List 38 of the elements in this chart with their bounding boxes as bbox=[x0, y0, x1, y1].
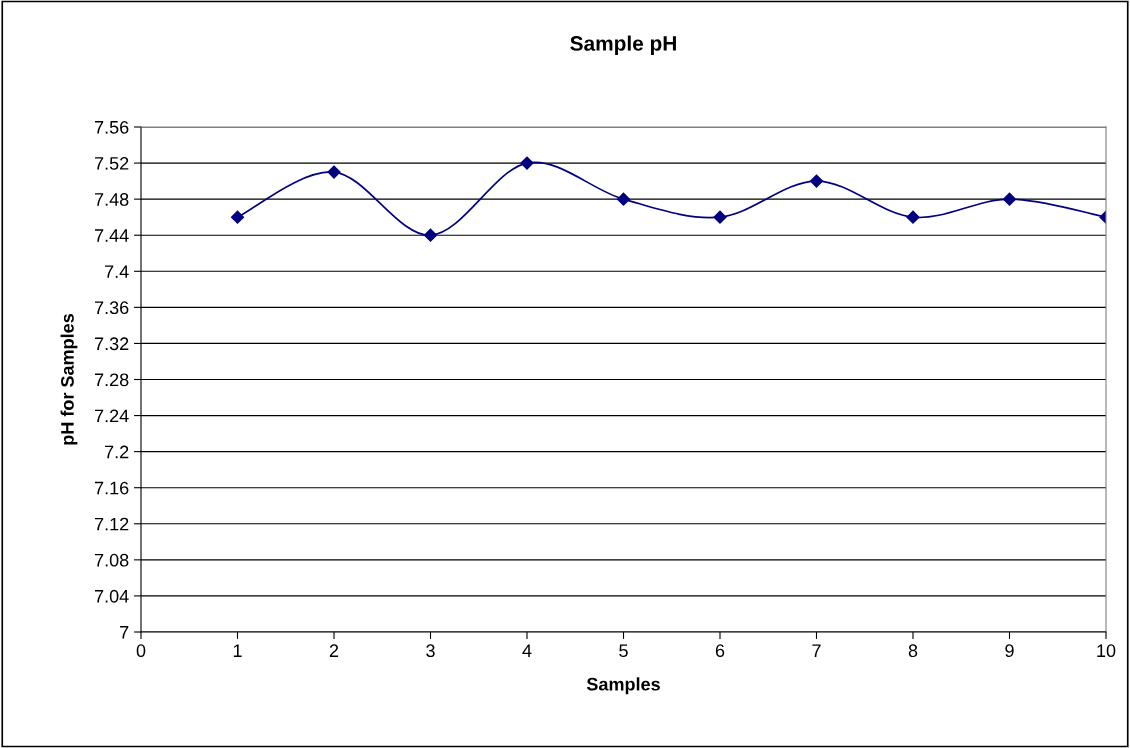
y-tick-label: 7.24 bbox=[94, 409, 129, 423]
y-tick-label: 7 bbox=[120, 626, 129, 639]
x-axis-title: Samples bbox=[586, 677, 660, 695]
y-tick-label: 7.08 bbox=[94, 553, 129, 567]
x-tick-label: 2 bbox=[329, 644, 339, 657]
y-tick-label: 7.04 bbox=[94, 589, 129, 603]
x-tick-label: 9 bbox=[1005, 644, 1014, 658]
x-tick-label: 3 bbox=[426, 644, 435, 658]
chart-title: Sample pH bbox=[570, 35, 676, 55]
point bbox=[713, 210, 727, 224]
y-tick-label: 7.4 bbox=[105, 265, 129, 278]
y-tick-label: 7.52 bbox=[94, 157, 129, 170]
y-tick-label: 7.36 bbox=[94, 301, 129, 315]
point bbox=[327, 165, 341, 179]
y-tick-label: 7.28 bbox=[94, 373, 129, 387]
y-tick-label: 7.2 bbox=[105, 445, 129, 459]
y-tick-label: 7.32 bbox=[94, 337, 129, 351]
y-tick-label: 7.44 bbox=[94, 229, 129, 242]
point bbox=[1002, 192, 1017, 206]
y-tick-label: 7.12 bbox=[94, 517, 129, 531]
point bbox=[809, 174, 824, 188]
y-tick-label: 7.48 bbox=[94, 193, 129, 206]
y-axis-title: pH for Samples bbox=[60, 314, 78, 445]
point bbox=[906, 210, 920, 224]
x-tick-label: 6 bbox=[715, 644, 725, 658]
x-tick-label: 10 bbox=[1097, 644, 1116, 658]
x-tick-label: 7 bbox=[812, 644, 821, 657]
x-tick-label: 8 bbox=[908, 644, 918, 658]
y-tick-label: 7.56 bbox=[94, 120, 129, 134]
x-tick-label: 1 bbox=[233, 644, 242, 657]
point bbox=[616, 192, 631, 206]
point bbox=[520, 156, 534, 170]
x-tick-label: 5 bbox=[619, 644, 628, 658]
x-tick-label: 4 bbox=[522, 644, 532, 657]
y-tick-label: 7.16 bbox=[94, 481, 129, 495]
x-tick-label: 0 bbox=[136, 644, 146, 658]
point bbox=[230, 210, 245, 224]
point bbox=[423, 228, 438, 242]
